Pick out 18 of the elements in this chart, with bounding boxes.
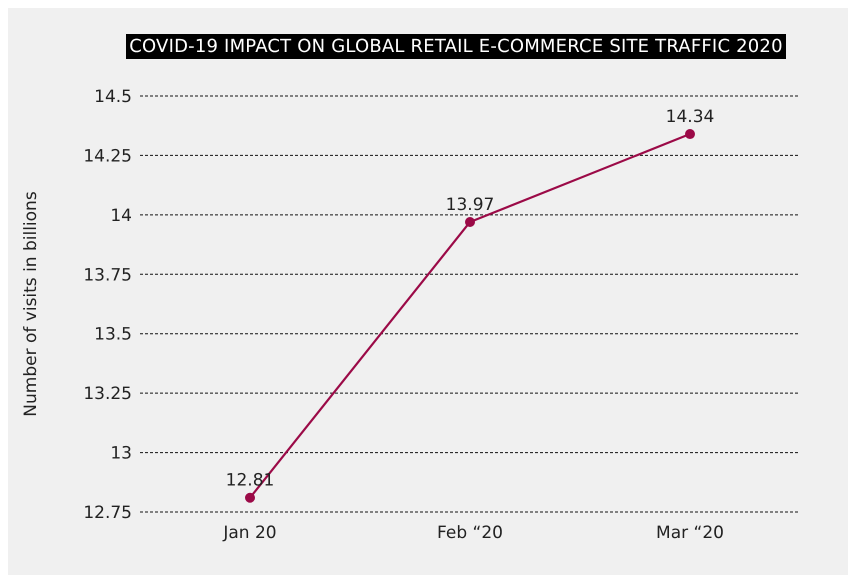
y-tick-label: 13 <box>110 444 132 464</box>
point <box>465 216 475 227</box>
chart-title: COVID-19 IMPACT ON GLOBAL RETAIL E-COMMERCE SITE TRAFFIC 2020 <box>126 34 786 59</box>
y-tick-label: 14.5 <box>94 87 132 108</box>
y-tick-label: 12.75 <box>83 503 132 524</box>
y-tick-label: 13.25 <box>83 384 132 404</box>
y-axis-title: Number of visits in billions <box>21 191 42 417</box>
x-tick-label: Jan 20 <box>222 523 277 544</box>
point <box>685 129 695 140</box>
point <box>245 492 255 503</box>
y-tick-label: 14 <box>110 206 132 226</box>
x-tick-label: Feb “20 <box>437 523 503 544</box>
y-tick-label: 13.75 <box>83 265 132 286</box>
data-label: 13.97 <box>446 194 494 215</box>
x-tick-label: Mar “20 <box>656 523 724 544</box>
data-label: 14.34 <box>666 107 714 128</box>
y-tick-label: 13.5 <box>94 324 132 345</box>
y-tick-label: 14.25 <box>83 146 132 166</box>
